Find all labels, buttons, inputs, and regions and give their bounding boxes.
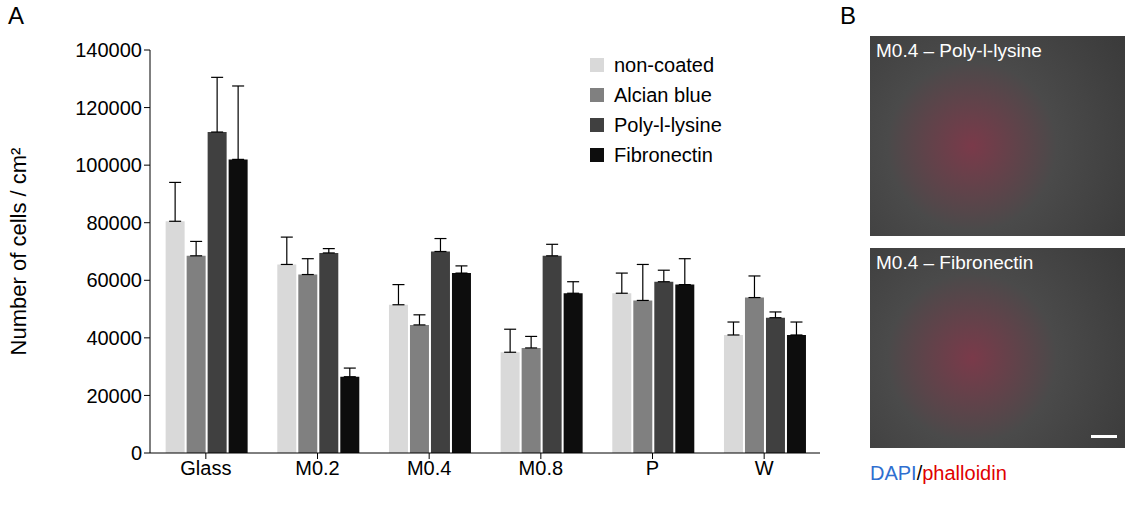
- svg-text:P: P: [646, 457, 659, 479]
- svg-text:M0.2: M0.2: [295, 457, 339, 479]
- svg-text:Number of cells / cm²: Number of cells / cm²: [6, 148, 31, 356]
- html-text:B: B: [840, 2, 856, 29]
- svg-text:M0.8: M0.8: [519, 457, 563, 479]
- svg-text:W: W: [755, 457, 774, 479]
- svg-text:40000: 40000: [86, 327, 142, 349]
- svg-text:120000: 120000: [75, 97, 142, 119]
- svg-text:20000: 20000: [86, 385, 142, 407]
- svg-text:60000: 60000: [86, 269, 142, 291]
- html-text:Alcian blue: Alcian blue: [614, 83, 712, 106]
- svg-text:100000: 100000: [75, 154, 142, 176]
- html-text:M0.4 – Fibronectin: M0.4 – Fibronectin: [876, 252, 1034, 273]
- html-text:M0.4 – Poly-l-lysine: M0.4 – Poly-l-lysine: [876, 40, 1042, 61]
- html-text:DAPI / phalloidin: DAPI / phalloidin: [870, 462, 1007, 484]
- html-text:non-coated: non-coated: [614, 53, 715, 76]
- html-text:Poly-l-lysine: Poly-l-lysine: [614, 113, 722, 136]
- html-text:A: A: [8, 2, 24, 29]
- svg-text:140000: 140000: [75, 39, 142, 61]
- html-text:Fibronectin: Fibronectin: [614, 143, 713, 166]
- svg-text:80000: 80000: [86, 212, 142, 234]
- svg-text:M0.4: M0.4: [407, 457, 451, 479]
- svg-text:Glass: Glass: [180, 457, 231, 479]
- svg-text:0: 0: [131, 442, 142, 464]
